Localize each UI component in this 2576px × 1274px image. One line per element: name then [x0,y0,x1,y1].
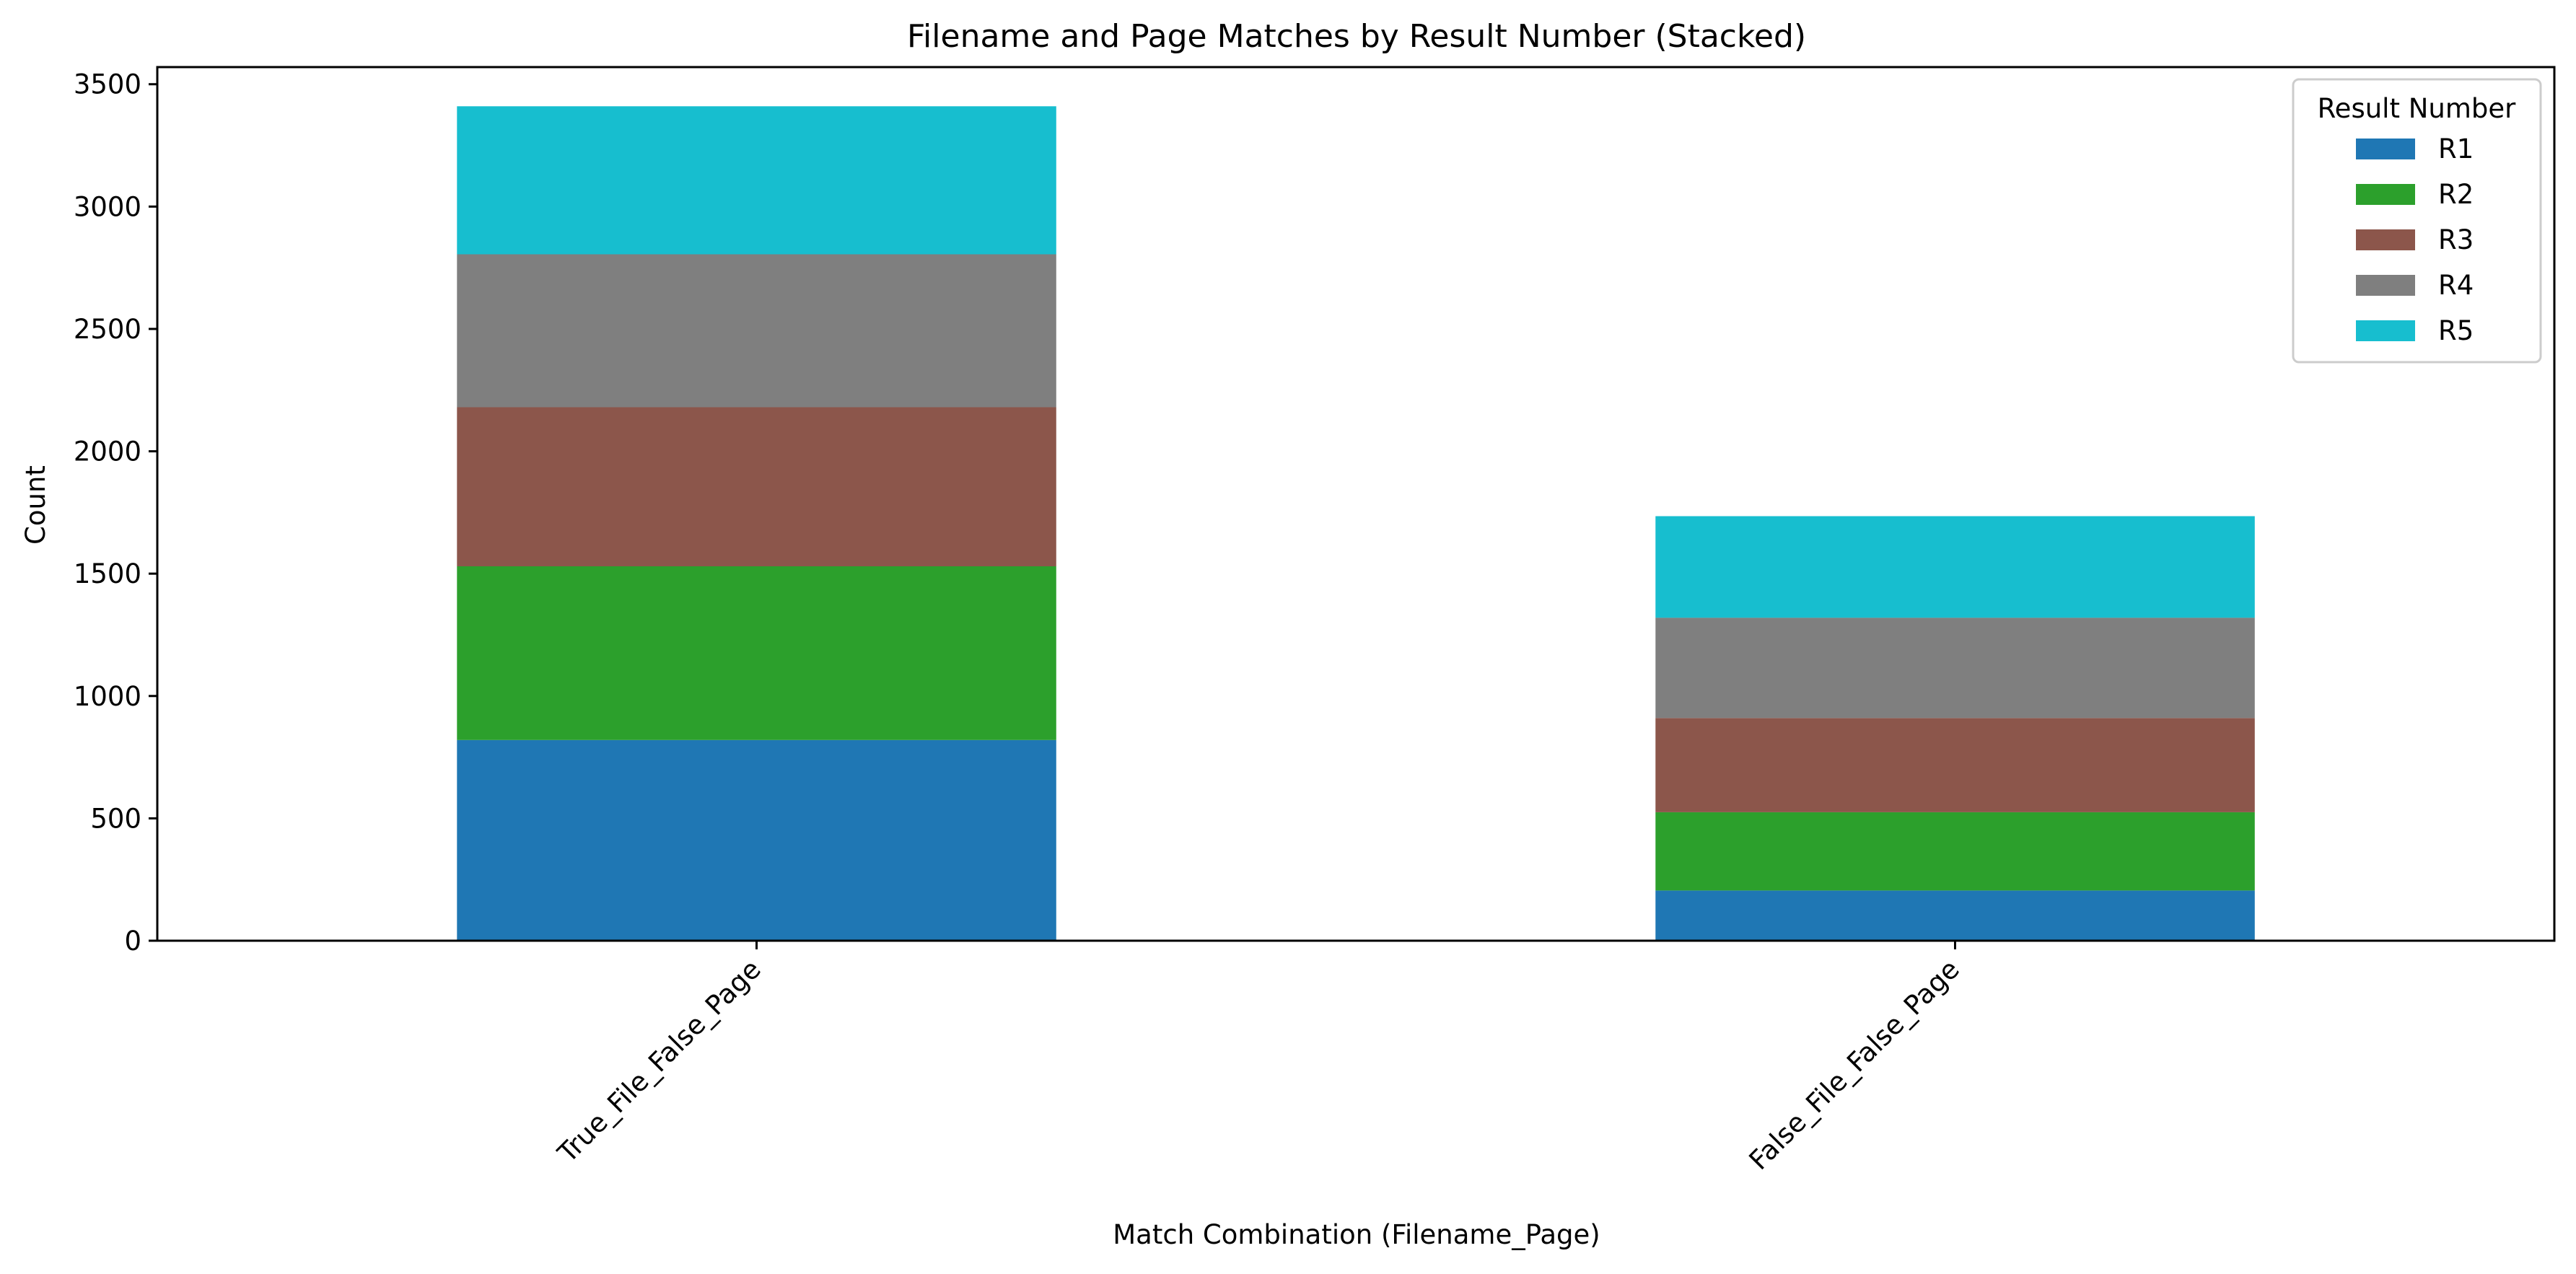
y-tick-label: 1500 [74,558,141,589]
y-tick-label: 0 [124,926,141,957]
legend-label-r1: R1 [2438,133,2474,164]
y-tick-label: 500 [90,803,141,834]
bar-r3-false-file-false-page [1655,718,2255,812]
y-axis: 0 500 1000 1500 2000 2500 3000 3500 [74,69,157,957]
legend-swatch-r5 [2356,320,2415,341]
legend-swatch-r4 [2356,275,2415,296]
bar-r1-true-file-false-page [457,739,1056,941]
y-tick-label: 2000 [74,436,141,467]
legend-label-r2: R2 [2438,179,2474,210]
legend-label-r4: R4 [2438,270,2474,301]
plot-frame [156,66,2556,942]
legend-frame [2292,78,2542,364]
bars-layer [457,106,2255,941]
legend-swatch-r2 [2356,184,2415,205]
y-tick-label: 3500 [74,69,141,100]
y-tick-label: 1000 [74,681,141,712]
bar-r5-false-file-false-page [1655,516,2255,618]
legend-items: R1 R2 R3 R4 R5 [2356,133,2474,346]
legend: Result Number R1 R2 R3 R4 R5 [2292,78,2542,364]
chart-title: Filename and Page Matches by Result Numb… [907,18,1806,55]
y-tick-label: 3000 [74,191,141,222]
y-axis-title: Count [20,465,51,545]
bar-r3-true-file-false-page [457,407,1056,566]
bar-r5-true-file-false-page [457,106,1056,255]
bar-r2-true-file-false-page [457,566,1056,740]
y-tick-label: 2500 [74,314,141,345]
x-axis-title: Match Combination (Filename_Page) [1113,1219,1600,1250]
bar-r2-false-file-false-page [1655,812,2255,891]
legend-label-r3: R3 [2438,224,2474,255]
legend-swatch-r1 [2356,139,2415,159]
bar-r1-false-file-false-page [1655,890,2255,941]
legend-label-r5: R5 [2438,315,2474,346]
legend-swatch-r3 [2356,229,2415,250]
bar-r4-false-file-false-page [1655,618,2255,719]
legend-title: Result Number [2318,93,2517,124]
bar-r4-true-file-false-page [457,254,1056,408]
